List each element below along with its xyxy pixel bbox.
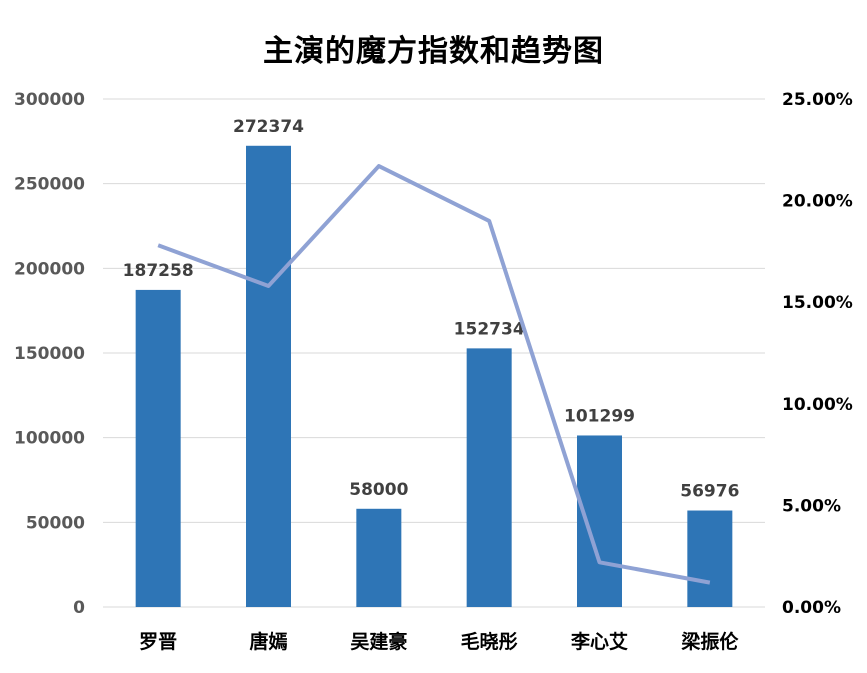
bar xyxy=(577,435,622,607)
x-tick-label: 吴建豪 xyxy=(350,630,407,653)
bar xyxy=(135,289,181,607)
chart-title: 主演的魔方指数和趋势图 xyxy=(263,34,604,69)
y-left-tick-label: 0 xyxy=(73,598,85,618)
y-left-tick-label: 300000 xyxy=(14,90,85,110)
y-left-tick-label: 250000 xyxy=(14,175,85,195)
data-label: 56976 xyxy=(680,482,739,502)
bar xyxy=(466,348,512,607)
data-label: 101299 xyxy=(564,406,635,426)
y-right-tick-label: 20.00% xyxy=(782,192,853,212)
bar xyxy=(687,510,733,607)
bar xyxy=(356,508,402,607)
y-left-tick-label: 100000 xyxy=(14,429,85,449)
x-tick-label: 梁振伦 xyxy=(680,630,739,653)
x-tick-label: 李心艾 xyxy=(570,631,628,653)
data-label: 152734 xyxy=(454,319,525,339)
x-tick-label: 唐嫣 xyxy=(249,630,287,653)
y-left-tick-label: 50000 xyxy=(26,513,85,533)
y-right-tick-label: 5.00% xyxy=(782,496,841,516)
y-right-tick-label: 10.00% xyxy=(782,395,853,415)
x-tick-label: 罗晋 xyxy=(139,631,177,653)
data-label: 58000 xyxy=(349,480,408,500)
trend-line xyxy=(157,164,711,585)
data-label: 272374 xyxy=(233,117,304,137)
bar xyxy=(246,145,291,607)
data-label: 187258 xyxy=(123,261,194,281)
y-right-tick-label: 0.00% xyxy=(782,598,841,618)
x-tick-label: 毛晓彤 xyxy=(461,631,518,653)
y-left-tick-label: 200000 xyxy=(14,259,85,279)
y-left-tick-label: 150000 xyxy=(14,344,85,364)
y-right-tick-label: 25.00% xyxy=(782,90,853,110)
y-right-tick-label: 15.00% xyxy=(782,293,853,313)
